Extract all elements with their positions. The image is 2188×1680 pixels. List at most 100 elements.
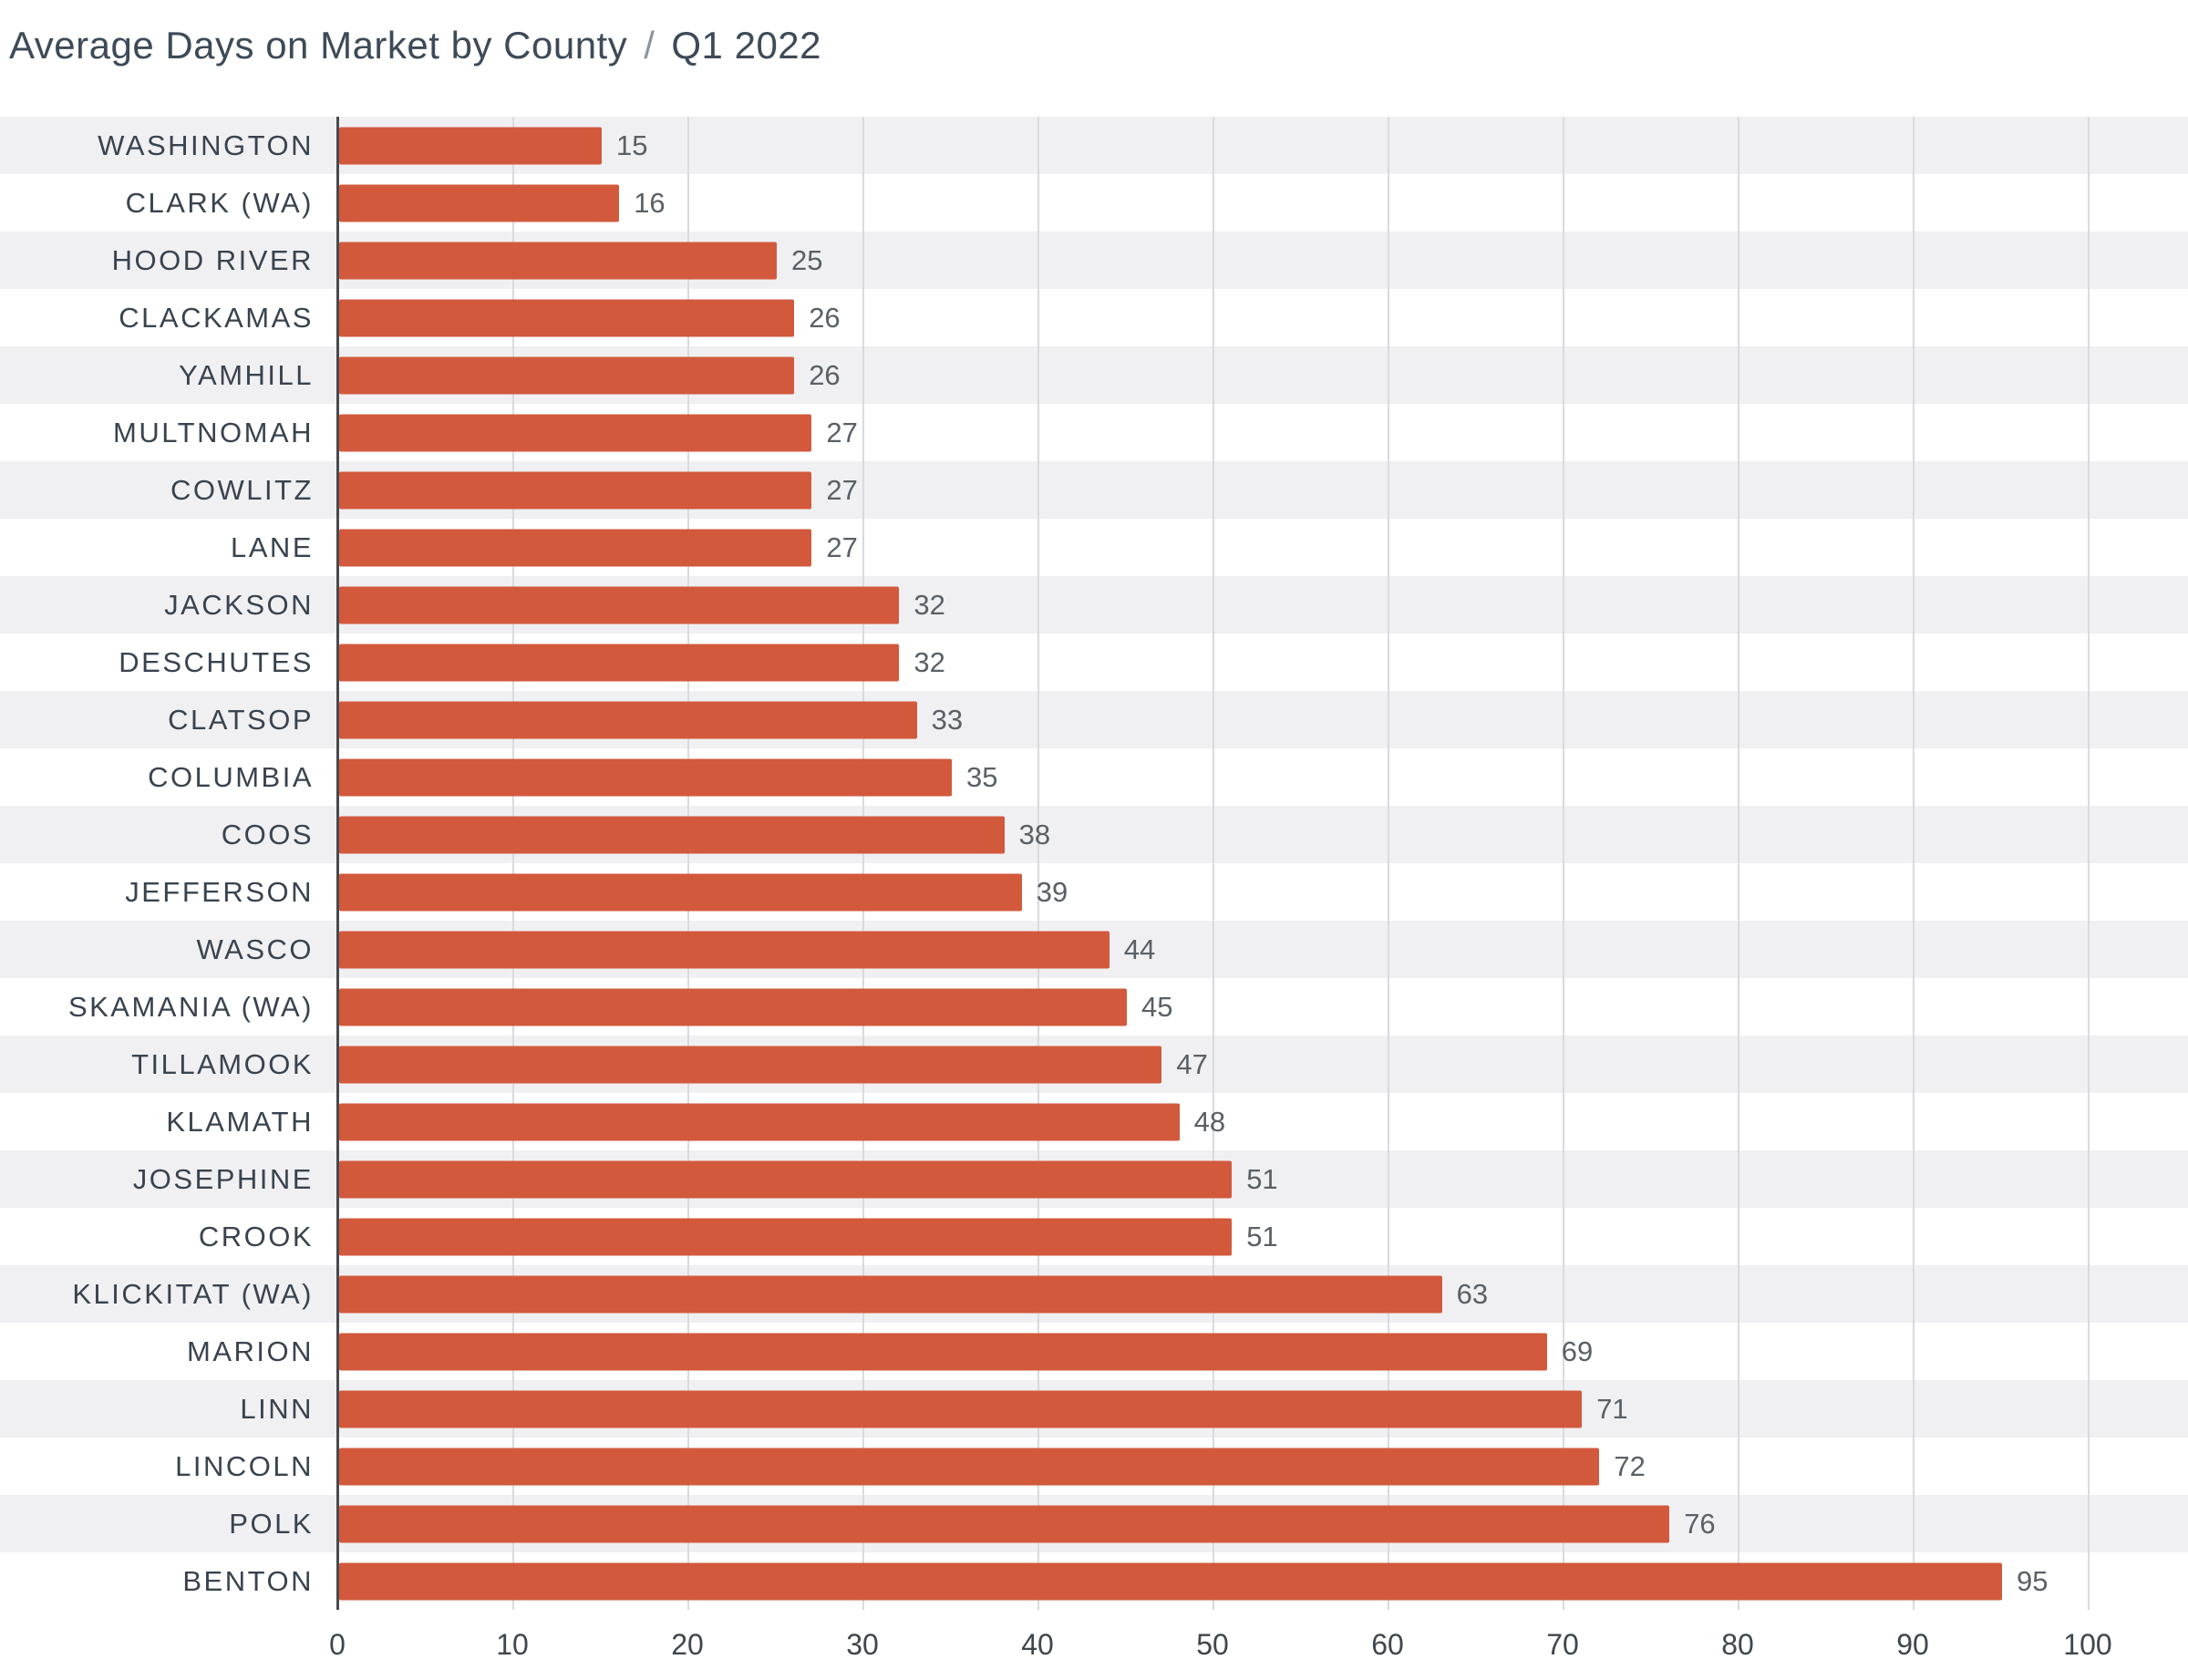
bar — [339, 471, 812, 509]
chart-title-separator: / — [644, 24, 655, 67]
chart-row: WASHINGTON 15 — [0, 117, 2188, 174]
chart-row: KLICKITAT (WA) 63 — [0, 1265, 2188, 1323]
bar-track: 25 — [337, 232, 2188, 289]
bar-track: 26 — [337, 346, 2188, 404]
bar-track: 76 — [337, 1495, 2188, 1552]
value-label: 38 — [1018, 818, 1051, 850]
bar-track: 71 — [337, 1380, 2188, 1438]
bar-track: 45 — [337, 978, 2188, 1036]
value-label: 51 — [1246, 1162, 1278, 1195]
category-label: CLARK (WA) — [125, 186, 314, 219]
bar-track: 51 — [337, 1208, 2188, 1265]
bar-track: 48 — [337, 1093, 2188, 1150]
value-label: 63 — [1456, 1277, 1489, 1310]
bar-track: 72 — [337, 1438, 2188, 1495]
chart-row: MULTNOMAH 27 — [0, 404, 2188, 461]
x-tick-label: 90 — [1896, 1628, 1929, 1661]
bar-track: 26 — [337, 289, 2188, 346]
category-label: YAMHILL — [179, 358, 314, 391]
category-label: JOSEPHINE — [132, 1162, 314, 1195]
y-axis-line — [336, 117, 339, 1610]
x-tick-label: 80 — [1721, 1628, 1754, 1661]
chart-row: JACKSON 32 — [0, 576, 2188, 634]
chart-rows: WASHINGTON 15 CLARK (WA) 16 HOOD RIVER 25 CLAC… — [0, 117, 2188, 1610]
category-label: LINN — [240, 1392, 314, 1425]
bar-track: 39 — [337, 863, 2188, 921]
bar — [339, 1103, 1180, 1140]
bar — [339, 1046, 1162, 1083]
value-label: 27 — [826, 416, 858, 448]
x-tick-label: 40 — [1021, 1628, 1054, 1661]
category-label: JEFFERSON — [125, 875, 314, 908]
x-tick-label: 20 — [671, 1628, 704, 1661]
category-label: WASCO — [196, 933, 314, 965]
chart-row: HOOD RIVER 25 — [0, 232, 2188, 289]
category-label: KLICKITAT (WA) — [72, 1277, 314, 1310]
bar — [339, 701, 917, 738]
value-label: 51 — [1246, 1220, 1278, 1252]
value-label: 47 — [1176, 1047, 1208, 1080]
category-label: COLUMBIA — [148, 760, 314, 793]
chart-row: YAMHILL 26 — [0, 346, 2188, 404]
bar — [339, 758, 952, 796]
bar-track: 32 — [337, 634, 2188, 691]
bar — [339, 873, 1022, 911]
chart-row: SKAMANIA (WA) 45 — [0, 978, 2188, 1036]
value-label: 32 — [913, 645, 945, 678]
bar — [339, 1275, 1442, 1313]
chart-title: Average Days on Market by County / Q1 2022 — [9, 24, 2188, 67]
chart-row: JEFFERSON 39 — [0, 863, 2188, 921]
chart-title-period: Q1 2022 — [671, 24, 822, 67]
chart-row: BENTON 95 — [0, 1552, 2188, 1610]
value-label: 32 — [913, 588, 945, 621]
chart-row: CROOK 51 — [0, 1208, 2188, 1265]
category-label: MARION — [187, 1335, 314, 1367]
bar-track: 27 — [337, 461, 2188, 519]
category-label: CLATSOP — [168, 703, 314, 736]
bar — [339, 1562, 2002, 1600]
chart-row: COLUMBIA 35 — [0, 748, 2188, 806]
chart-row: LANE 27 — [0, 519, 2188, 576]
category-label: SKAMANIA (WA) — [67, 990, 314, 1023]
value-label: 71 — [1596, 1392, 1628, 1425]
category-label: MULTNOMAH — [113, 416, 314, 448]
category-label: COWLITZ — [170, 473, 314, 506]
bar — [339, 644, 900, 681]
category-label: KLAMATH — [166, 1105, 314, 1138]
category-label: JACKSON — [164, 588, 314, 621]
bar-track: 47 — [337, 1036, 2188, 1093]
value-label: 72 — [1614, 1449, 1646, 1482]
chart-row: DESCHUTES 32 — [0, 634, 2188, 691]
chart-row: LINCOLN 72 — [0, 1438, 2188, 1495]
chart-row: CLARK (WA) 16 — [0, 174, 2188, 232]
category-label: LINCOLN — [175, 1449, 314, 1482]
category-label: DESCHUTES — [119, 645, 314, 678]
x-tick-label: 100 — [2063, 1628, 2112, 1661]
x-tick-label: 50 — [1196, 1628, 1229, 1661]
chart-row: LINN 71 — [0, 1380, 2188, 1438]
bar — [339, 1390, 1583, 1427]
value-label: 27 — [826, 531, 858, 563]
x-tick-label: 0 — [329, 1628, 346, 1661]
bar-track: 16 — [337, 174, 2188, 232]
category-label: COOS — [221, 818, 314, 850]
bar-track: 27 — [337, 519, 2188, 576]
value-label: 45 — [1141, 990, 1173, 1023]
value-label: 95 — [2017, 1564, 2049, 1597]
bar-track: 33 — [337, 691, 2188, 748]
value-label: 69 — [1561, 1335, 1594, 1367]
bar-track: 35 — [337, 748, 2188, 806]
bar — [339, 414, 812, 451]
bar — [339, 816, 1005, 853]
bar-track: 69 — [337, 1323, 2188, 1380]
bar — [339, 1448, 1600, 1485]
bar — [339, 586, 900, 624]
category-label: CROOK — [198, 1220, 314, 1252]
value-label: 35 — [966, 760, 998, 793]
chart-title-main: Average Days on Market by County — [9, 24, 628, 67]
chart-row: WASCO 44 — [0, 921, 2188, 978]
chart-row: CLATSOP 33 — [0, 691, 2188, 748]
category-label: CLACKAMAS — [119, 301, 314, 334]
category-label: HOOD RIVER — [111, 243, 314, 276]
